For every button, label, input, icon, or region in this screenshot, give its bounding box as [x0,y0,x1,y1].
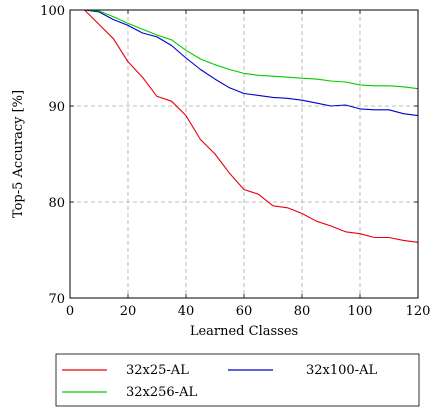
legend-entry: 32x25-AL [126,363,189,378]
legend-box [55,353,420,407]
legend-entry: 32x100-AL [306,363,377,378]
axis-ticks: 0 20 40 60 80 100 120 70 80 90 100 [40,4,430,319]
x-tick-label: 0 [66,304,74,319]
legend: 32x25-AL 32x100-AL 32x256-AL [55,353,420,407]
series-line-32x256-al [70,9,419,90]
x-tick-label: 20 [120,304,137,319]
series-line-32x100-al [70,9,419,117]
x-axis-label: Learned Classes [190,324,298,339]
x-tick-label: 80 [294,304,311,319]
legend-entry: 32x256-AL [126,385,197,400]
x-tick-label: 120 [406,304,430,319]
y-tick-label: 70 [48,292,65,307]
x-tick-label: 100 [348,304,373,319]
series-line-32x25-al [70,9,419,243]
x-tick-label: 40 [178,304,195,319]
grid-lines [70,10,418,298]
y-tick-label: 90 [48,100,65,115]
y-axis-label: Top-5 Accuracy [%] [11,90,26,218]
y-tick-label: 100 [40,4,65,19]
y-tick-label: 80 [48,196,65,211]
series-layer [70,9,419,243]
x-tick-label: 60 [236,304,253,319]
